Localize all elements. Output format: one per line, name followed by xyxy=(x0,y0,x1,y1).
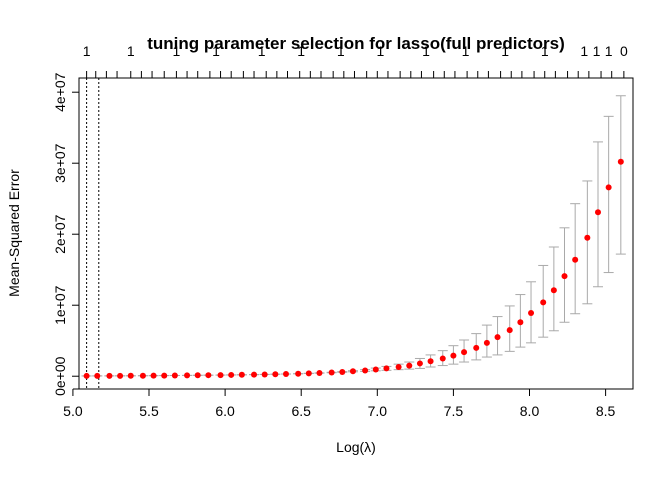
data-point xyxy=(205,372,212,379)
data-point xyxy=(416,360,423,367)
data-point xyxy=(605,184,612,191)
data-point xyxy=(395,363,402,370)
top-tick-label: 1 xyxy=(376,43,384,59)
x-tick-label: 7.0 xyxy=(368,403,388,419)
data-point xyxy=(349,368,356,375)
x-axis-label: Log(λ) xyxy=(336,439,376,455)
y-tick-label: 0e+00 xyxy=(52,356,68,396)
y-axis: 0e+00 1e+07 2e+07 3e+07 4e+07 xyxy=(52,72,80,396)
data-point xyxy=(383,365,390,372)
x-axis: 5.0 5.5 6.0 6.5 7.0 7.5 8.0 8.5 xyxy=(63,388,616,419)
data-point xyxy=(261,371,268,378)
data-point xyxy=(540,299,547,306)
data-point xyxy=(406,362,413,369)
data-point xyxy=(127,372,134,379)
top-tick-label: 1 xyxy=(83,43,91,59)
data-point xyxy=(617,158,624,165)
chart-title: tuning parameter selection for lasso(ful… xyxy=(147,34,565,53)
top-tick-label: 1 xyxy=(593,43,601,59)
data-point xyxy=(251,371,258,378)
top-tick-label: 1 xyxy=(173,43,181,59)
y-tick-label: 4e+07 xyxy=(52,72,68,112)
data-point xyxy=(238,371,245,378)
data-point xyxy=(494,334,501,341)
data-point xyxy=(572,256,579,263)
y-tick-label: 3e+07 xyxy=(52,143,68,183)
data-point xyxy=(506,327,513,334)
data-point xyxy=(439,355,446,362)
top-tick-label: 1 xyxy=(605,43,613,59)
data-point xyxy=(171,372,178,379)
data-point xyxy=(94,372,101,379)
data-point xyxy=(106,372,113,379)
top-tick-label: 1 xyxy=(422,43,430,59)
data-point xyxy=(594,209,601,216)
data-point xyxy=(217,372,224,379)
top-tick-label: 1 xyxy=(580,43,588,59)
x-tick-label: 7.5 xyxy=(444,403,464,419)
data-point xyxy=(184,372,191,379)
data-point xyxy=(528,310,535,317)
x-tick-label: 6.0 xyxy=(215,403,235,419)
data-point xyxy=(473,344,480,351)
data-point xyxy=(194,372,201,379)
y-tick-label: 2e+07 xyxy=(52,214,68,254)
data-point xyxy=(150,372,157,379)
data-point xyxy=(272,371,279,378)
top-tick-label: 0 xyxy=(620,43,628,59)
data-point xyxy=(550,287,557,294)
data-point xyxy=(228,371,235,378)
data-point xyxy=(328,369,335,376)
data-point xyxy=(282,371,289,378)
x-tick-label: 5.5 xyxy=(139,403,159,419)
top-tick-label: 1 xyxy=(212,43,220,59)
data-point xyxy=(561,273,568,280)
top-tick-label: 1 xyxy=(258,43,266,59)
reference-lines xyxy=(86,78,100,389)
y-axis-label: Mean-Squared Error xyxy=(6,169,22,297)
data-point xyxy=(316,370,323,377)
top-tick-label: 1 xyxy=(297,43,305,59)
data-point xyxy=(584,234,591,241)
x-tick-label: 8.0 xyxy=(520,403,540,419)
top-tick-label: 1 xyxy=(337,43,345,59)
data-point xyxy=(117,372,124,379)
error-bars xyxy=(81,95,626,377)
top-tick-label: 1 xyxy=(541,43,549,59)
data-point xyxy=(83,372,90,379)
data-point xyxy=(362,367,369,374)
y-tick-label: 1e+07 xyxy=(52,285,68,325)
top-tick-label: 1 xyxy=(462,43,470,59)
data-point xyxy=(161,372,168,379)
data-point xyxy=(483,339,490,346)
x-tick-label: 8.5 xyxy=(596,403,616,419)
data-point xyxy=(139,372,146,379)
data-point xyxy=(461,349,468,356)
top-tick-label: 1 xyxy=(127,43,135,59)
x-tick-label: 5.0 xyxy=(63,403,83,419)
data-point xyxy=(427,358,434,365)
data-points xyxy=(83,158,624,379)
data-point xyxy=(517,319,524,326)
data-point xyxy=(450,352,457,359)
data-point xyxy=(305,370,312,377)
data-point xyxy=(339,368,346,375)
data-point xyxy=(295,370,302,377)
x-tick-label: 6.5 xyxy=(291,403,311,419)
top-tick-label: 1 xyxy=(501,43,509,59)
data-point xyxy=(372,366,379,373)
plot-frame xyxy=(78,77,634,390)
